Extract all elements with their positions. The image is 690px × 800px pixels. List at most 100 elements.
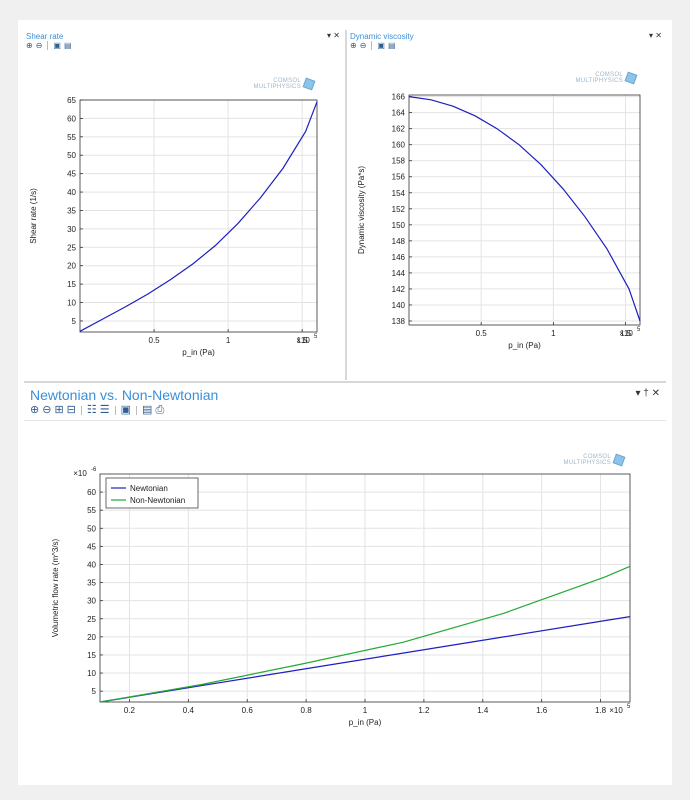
zoom-in-icon[interactable]: ⊕ <box>26 40 33 50</box>
comsol-logo: COMSOL MULTIPHYSICS <box>563 453 626 467</box>
logo-line-1: COMSOL <box>273 78 301 84</box>
toolbar-separator <box>136 406 138 415</box>
x-exponent-power: 5 <box>627 704 631 710</box>
y-tick-label: 146 <box>392 253 406 262</box>
y-tick-label: 15 <box>67 280 76 289</box>
zoom-box-icon[interactable]: ⊞ <box>54 404 64 416</box>
logo-line-1: COMSOL <box>595 72 623 78</box>
flow-rate-panel: Newtonian vs. Non-Newtonian ▾ † ✕ ⊕ ⊖ ⊞ … <box>24 384 666 780</box>
y-tick-label: 154 <box>392 189 406 198</box>
y-tick-label: 15 <box>87 651 96 660</box>
x-tick-label: 0.6 <box>242 706 254 715</box>
lock-icon[interactable]: ▣ <box>53 40 61 50</box>
toolbar-separator <box>80 406 82 415</box>
comsol-logo: COMSOL MULTIPHYSICS <box>253 77 316 91</box>
x-axis-label: p_in (Pa) <box>508 341 541 350</box>
x-exponent-label: ×10 <box>609 706 623 715</box>
x-tick-label: 1 <box>226 336 231 345</box>
shear-rate-chart: 5 10 15 20 25 30 35 40 45 50 55 60 65 0.5 1 1.5×10 5 p_in… <box>29 96 318 357</box>
y-tick-label: 158 <box>392 157 406 166</box>
y-tick-label: 25 <box>67 243 76 252</box>
panel-toolbar: ⊕ ⊖ ▣ ▤ <box>350 41 396 50</box>
x-exponent-power: 5 <box>637 327 641 333</box>
x-exponent-label: ×10 <box>296 336 310 345</box>
dynamic-viscosity-chart: 138 140 142 144 146 148 150 152 154 156 158 160 162 1… <box>357 93 641 350</box>
y-axis-label: Dynamic viscosity (Pa*s) <box>357 166 366 254</box>
toolbar-separator <box>47 41 49 50</box>
logo-line-2: MULTIPHYSICS <box>563 460 611 466</box>
camera-icon[interactable]: ▤ <box>63 40 72 50</box>
x-tick-label: 1.5 <box>620 329 632 338</box>
plot-frame <box>99 473 631 703</box>
shear-rate-panel: Shear rate ▾ ✕ ⊕ ⊖ ▣ ▤ COMSOL MULTIPHYSI… <box>24 30 344 380</box>
y-tick-label: 152 <box>392 205 406 214</box>
panel-divider <box>345 30 347 380</box>
x-tick-label: 1.2 <box>418 706 430 715</box>
panel-toolbar: ⊕ ⊖ ⊞ ⊟ ☷ ☰ ▣ ▤ ⎙ <box>30 405 164 416</box>
logo-line-2: MULTIPHYSICS <box>253 84 301 90</box>
logo-line-2: MULTIPHYSICS <box>575 78 623 84</box>
legend-label: Newtonian <box>130 484 168 493</box>
series-line-newtonian <box>99 616 631 703</box>
y-tick-label: 50 <box>87 524 96 533</box>
y-tick-label: 25 <box>87 615 96 624</box>
y-tick-label: 30 <box>87 597 96 606</box>
panel-title: Newtonian vs. Non-Newtonian <box>30 387 219 403</box>
x-tick-label: 1.6 <box>536 706 548 715</box>
y-exponent-label: ×10 <box>73 469 87 478</box>
y-tick-label: 10 <box>67 299 76 308</box>
x-tick-label: 0.4 <box>183 706 195 715</box>
y-tick-label: 20 <box>67 262 76 271</box>
grid-icon[interactable]: ☷ <box>86 404 97 416</box>
y-tick-label: 30 <box>67 225 76 234</box>
panel-title: Shear rate <box>26 32 64 41</box>
camera-icon[interactable]: ▤ <box>142 404 153 416</box>
x-tick-label: 0.8 <box>301 706 313 715</box>
y-tick-label: 20 <box>87 633 96 642</box>
y-tick-label: 40 <box>87 560 96 569</box>
print-icon[interactable]: ⎙ <box>155 404 165 416</box>
lock-icon[interactable]: ▣ <box>377 40 385 50</box>
logo-line-1: COMSOL <box>583 454 611 460</box>
y-tick-label: 35 <box>87 579 96 588</box>
y-tick-label: 65 <box>67 96 76 105</box>
dynamic-viscosity-panel: Dynamic viscosity ▾ ✕ ⊕ ⊖ ▣ ▤ COMSOL MUL… <box>348 30 666 380</box>
zoom-in-icon[interactable]: ⊕ <box>30 404 40 416</box>
y-tick-label: 55 <box>67 133 76 142</box>
zoom-out-icon[interactable]: ⊖ <box>35 40 43 50</box>
x-tick-label: 0.5 <box>476 329 488 338</box>
y-axis-label: Volumetric flow rate (m^3/s) <box>51 538 60 637</box>
zoom-extents-icon[interactable]: ⊟ <box>66 404 76 416</box>
y-tick-label: 160 <box>392 141 406 150</box>
legend-box <box>105 477 199 509</box>
flow-rate-chart: 5 10 15 20 25 30 35 40 45 50 55 60 0.2 0.4 0.6 0.8 1 1.2 1… <box>51 467 631 727</box>
panel-window-buttons[interactable]: ▾ ✕ <box>327 31 340 40</box>
zoom-out-icon[interactable]: ⊖ <box>359 40 367 50</box>
y-tick-label: 40 <box>67 188 76 197</box>
x-tick-label: 0.2 <box>124 706 136 715</box>
camera-icon[interactable]: ▤ <box>387 40 396 50</box>
y-tick-label: 138 <box>392 317 406 326</box>
toolbar-separator <box>371 41 373 50</box>
y-exponent-power: -6 <box>91 467 97 473</box>
toolbar-separator <box>114 406 116 415</box>
lock-icon[interactable]: ▣ <box>120 404 132 416</box>
y-tick-label: 162 <box>392 125 406 134</box>
series-line-non-newtonian <box>99 565 631 703</box>
x-axis-label: p_in (Pa) <box>349 718 382 727</box>
panel-title: Dynamic viscosity <box>350 32 414 41</box>
zoom-in-icon[interactable]: ⊕ <box>350 40 357 50</box>
table-icon[interactable]: ☰ <box>99 404 110 416</box>
panel-window-buttons[interactable]: ▾ ✕ <box>649 31 662 40</box>
y-tick-label: 60 <box>67 114 76 123</box>
series-line-curve <box>79 101 318 332</box>
x-exponent-label: ×10 <box>619 329 633 338</box>
zoom-out-icon[interactable]: ⊖ <box>42 404 52 416</box>
y-tick-label: 50 <box>67 151 76 160</box>
panel-window-buttons[interactable]: ▾ † ✕ <box>635 388 660 399</box>
panel-toolbar: ⊕ ⊖ ▣ ▤ <box>26 41 72 50</box>
x-tick-label: 1.4 <box>477 706 489 715</box>
y-axis-label: Shear rate (1/s) <box>29 188 38 244</box>
y-tick-label: 60 <box>87 488 96 497</box>
x-tick-label: 0.5 <box>149 336 161 345</box>
